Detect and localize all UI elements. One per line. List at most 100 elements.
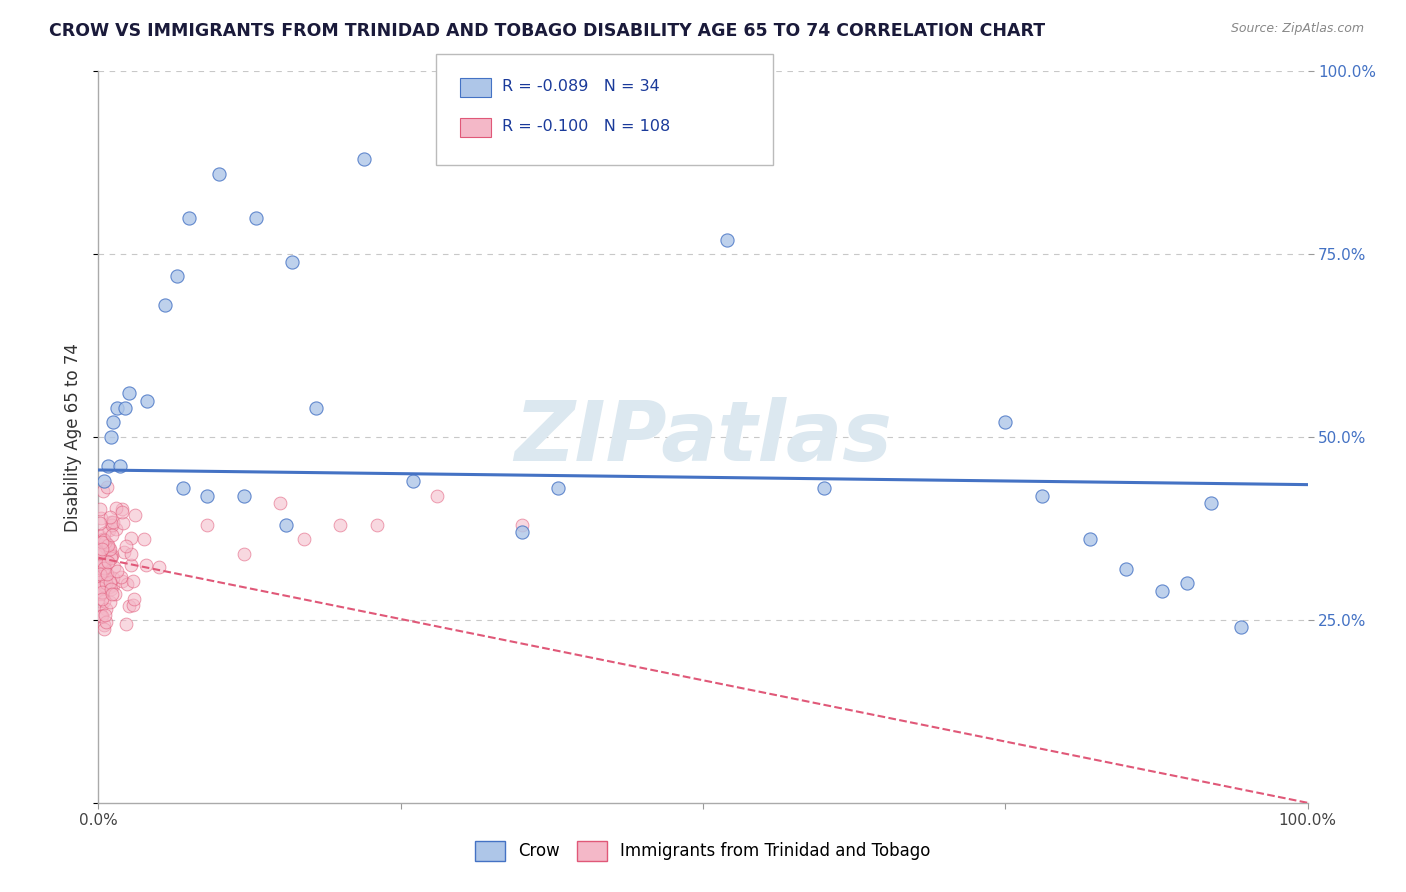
Point: [172, 481, 194, 495]
Point: [426, 489, 449, 503]
Point: [100, 549, 122, 563]
Legend: Crow, Immigrants from Trinidad and Tobago: Crow, Immigrants from Trinidad and Tobag…: [468, 834, 938, 868]
Point: [208, 167, 231, 181]
Point: [105, 565, 128, 579]
Text: R = -0.089   N = 34: R = -0.089 N = 34: [502, 79, 659, 94]
Point: [94, 553, 117, 567]
Point: [402, 474, 425, 488]
Point: [1175, 576, 1198, 591]
Point: [111, 501, 134, 516]
Point: [91, 585, 114, 599]
Point: [93, 535, 115, 549]
Point: [115, 617, 138, 632]
Point: [89, 536, 111, 550]
Point: [232, 547, 254, 561]
Point: [994, 416, 1017, 430]
Point: [91, 533, 114, 547]
Point: [94, 607, 117, 622]
Point: [105, 500, 128, 515]
Point: [90, 554, 112, 568]
Point: [93, 623, 115, 637]
Point: [1152, 583, 1174, 598]
Point: [97, 541, 120, 556]
Point: [97, 555, 120, 569]
Point: [93, 618, 115, 632]
Point: [135, 393, 157, 408]
Point: [94, 536, 117, 550]
Point: [111, 574, 134, 588]
Point: [93, 568, 115, 582]
Point: [90, 511, 112, 525]
Point: [105, 401, 128, 415]
Point: [90, 542, 112, 557]
Point: [195, 517, 218, 532]
Point: [97, 538, 120, 552]
Point: [101, 548, 124, 562]
Point: [96, 567, 118, 582]
Point: [101, 587, 124, 601]
Point: [120, 558, 142, 572]
Point: [89, 529, 111, 543]
Point: [118, 386, 141, 401]
Point: [93, 526, 115, 541]
Point: [716, 233, 738, 247]
Point: [90, 591, 112, 606]
Point: [89, 567, 111, 582]
Point: [100, 541, 122, 556]
Point: [89, 575, 111, 590]
Point: [1031, 489, 1053, 503]
Point: [305, 401, 328, 415]
Point: [101, 571, 124, 585]
Point: [91, 483, 114, 498]
Point: [1115, 562, 1137, 576]
Point: [292, 533, 315, 547]
Point: [94, 552, 117, 566]
Point: [96, 542, 118, 557]
Point: [166, 269, 188, 284]
Point: [281, 254, 304, 268]
Point: [91, 609, 114, 624]
Point: [98, 595, 121, 609]
Point: [124, 508, 146, 522]
Point: [179, 211, 201, 225]
Point: [91, 586, 114, 600]
Point: [98, 575, 121, 590]
Point: [114, 401, 136, 415]
Point: [94, 560, 117, 574]
Point: [98, 509, 121, 524]
Point: [93, 572, 115, 586]
Point: [101, 515, 124, 529]
Point: [111, 516, 134, 530]
Point: [89, 606, 111, 620]
Point: [100, 430, 122, 444]
Point: [96, 537, 118, 551]
Point: [366, 517, 388, 532]
Point: [89, 501, 111, 516]
Point: [813, 481, 835, 495]
Point: [510, 525, 533, 540]
Point: [93, 546, 115, 560]
Point: [148, 559, 170, 574]
Point: [90, 608, 112, 623]
Point: [103, 587, 125, 601]
Point: [89, 516, 111, 530]
Point: [112, 545, 135, 559]
Text: R = -0.100   N = 108: R = -0.100 N = 108: [502, 120, 671, 134]
Point: [90, 558, 112, 573]
Point: [122, 598, 145, 612]
Point: [96, 615, 118, 629]
Point: [353, 152, 375, 166]
Point: [90, 586, 112, 600]
Point: [1230, 620, 1253, 634]
Point: [101, 416, 124, 430]
Point: [1078, 533, 1101, 547]
Point: [94, 602, 117, 616]
Point: [91, 558, 114, 572]
Point: [547, 481, 569, 495]
Point: [105, 522, 128, 536]
Point: [97, 459, 120, 474]
Point: [91, 535, 114, 549]
Point: [120, 531, 142, 545]
Point: [232, 489, 254, 503]
Point: [90, 569, 112, 583]
